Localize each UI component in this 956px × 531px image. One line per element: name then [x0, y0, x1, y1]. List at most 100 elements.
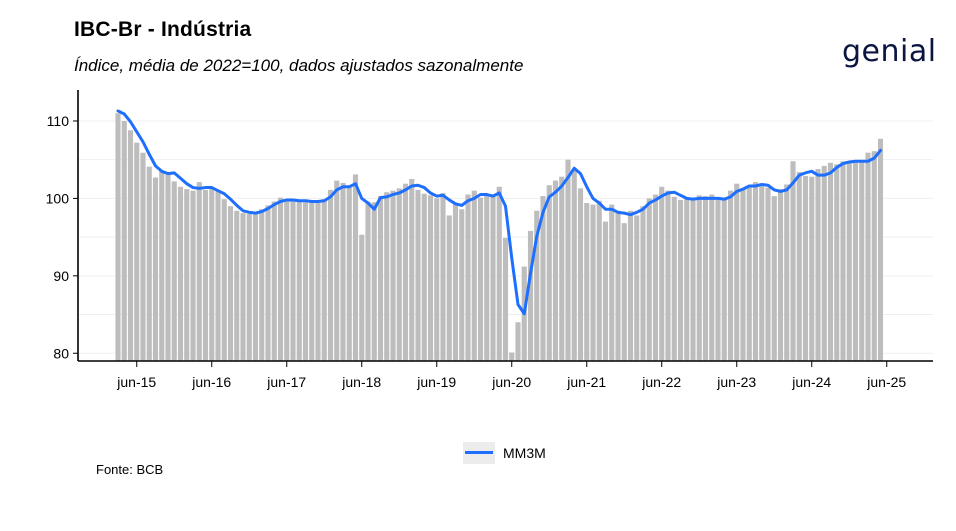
- bar: [534, 210, 540, 361]
- bar: [309, 201, 315, 361]
- bar: [790, 161, 796, 361]
- bar: [246, 213, 252, 361]
- bar: [171, 181, 177, 361]
- bar: [559, 176, 565, 361]
- bar: [552, 180, 559, 361]
- bar: [259, 209, 265, 361]
- bar: [709, 194, 715, 361]
- bar: [671, 196, 677, 361]
- x-tick-label: jun-18: [341, 374, 381, 390]
- bar: [846, 161, 852, 361]
- bar: [484, 195, 490, 361]
- bar: [752, 182, 759, 361]
- bar: [590, 204, 596, 361]
- bar: [127, 130, 134, 361]
- bar: [365, 201, 371, 361]
- bar: [271, 201, 277, 361]
- bar: [402, 183, 409, 361]
- bar: [652, 194, 659, 361]
- bar: [784, 184, 790, 361]
- bar: [627, 210, 634, 361]
- bar: [777, 189, 784, 361]
- x-tick-label: jun-23: [716, 374, 756, 390]
- x-tick-label: jun-19: [416, 374, 456, 390]
- bar: [196, 182, 202, 361]
- bar: [759, 186, 765, 361]
- bar: [690, 199, 696, 361]
- bar: [571, 168, 577, 361]
- bar: [315, 200, 321, 361]
- x-tick-label: jun-16: [191, 374, 231, 390]
- bar: [221, 199, 227, 361]
- bar: [302, 202, 309, 361]
- bar: [634, 215, 640, 361]
- bar: [877, 138, 884, 361]
- bar: [815, 168, 821, 361]
- bar: [296, 200, 302, 361]
- bar: [596, 200, 602, 361]
- bar: [509, 352, 515, 361]
- bar: [384, 192, 390, 361]
- bar: [240, 213, 246, 361]
- bar: [321, 199, 327, 361]
- bar: [427, 195, 434, 361]
- chart-subtitle: Índice, média de 2022=100, dados ajustad…: [74, 56, 524, 75]
- bar: [340, 182, 346, 361]
- axes: 80 90 100 110 jun-15 jun-16 jun-17 jun-18 jun-19…: [46, 90, 933, 390]
- bar: [621, 223, 627, 361]
- bar: [190, 190, 196, 361]
- bar: [409, 179, 415, 361]
- bar: [284, 201, 290, 361]
- bar: [371, 202, 377, 361]
- bar: [765, 187, 771, 361]
- x-tick-label: jun-22: [641, 374, 681, 390]
- bar: [452, 203, 459, 361]
- bar: [215, 191, 221, 361]
- bar: [827, 162, 834, 361]
- bar: [584, 203, 590, 361]
- bar: [721, 199, 727, 361]
- bar: [359, 234, 365, 361]
- genial-logo: genial: [842, 34, 937, 69]
- bar: [496, 186, 502, 361]
- bar: [684, 198, 690, 361]
- bar: [502, 237, 509, 361]
- bar: [702, 196, 709, 361]
- x-tick-label: jun-21: [566, 374, 606, 390]
- bar: [465, 194, 471, 361]
- x-tick-label: jun-17: [266, 374, 306, 390]
- bar: [734, 183, 740, 361]
- bar: [609, 204, 615, 361]
- bar: [446, 215, 452, 361]
- bar: [396, 188, 402, 361]
- bar: [809, 176, 815, 361]
- bar: [802, 175, 809, 361]
- bar: [696, 195, 702, 361]
- bar: [665, 190, 671, 361]
- bar: [346, 187, 352, 361]
- bar: [796, 172, 802, 361]
- bar: [727, 190, 734, 361]
- bar: [515, 322, 521, 361]
- bar: [871, 151, 877, 361]
- bar: [490, 196, 496, 361]
- chart-title: IBC-Br - Indústria: [74, 18, 252, 41]
- x-tick-label: jun-24: [791, 374, 831, 390]
- bar: [852, 160, 859, 361]
- bar: [577, 188, 584, 361]
- bar: [740, 188, 746, 361]
- y-tick-label: 110: [47, 113, 70, 129]
- line-series: [116, 109, 882, 316]
- bar: [646, 198, 652, 361]
- bar: [834, 164, 840, 361]
- bar: [471, 190, 477, 361]
- bar: [227, 206, 234, 361]
- bar: [434, 198, 440, 361]
- bar: [202, 189, 209, 361]
- source-note: Fonte: BCB: [96, 462, 164, 477]
- bar: [234, 210, 240, 361]
- bar: [746, 186, 752, 361]
- bar: [840, 161, 846, 361]
- bar: [146, 166, 152, 361]
